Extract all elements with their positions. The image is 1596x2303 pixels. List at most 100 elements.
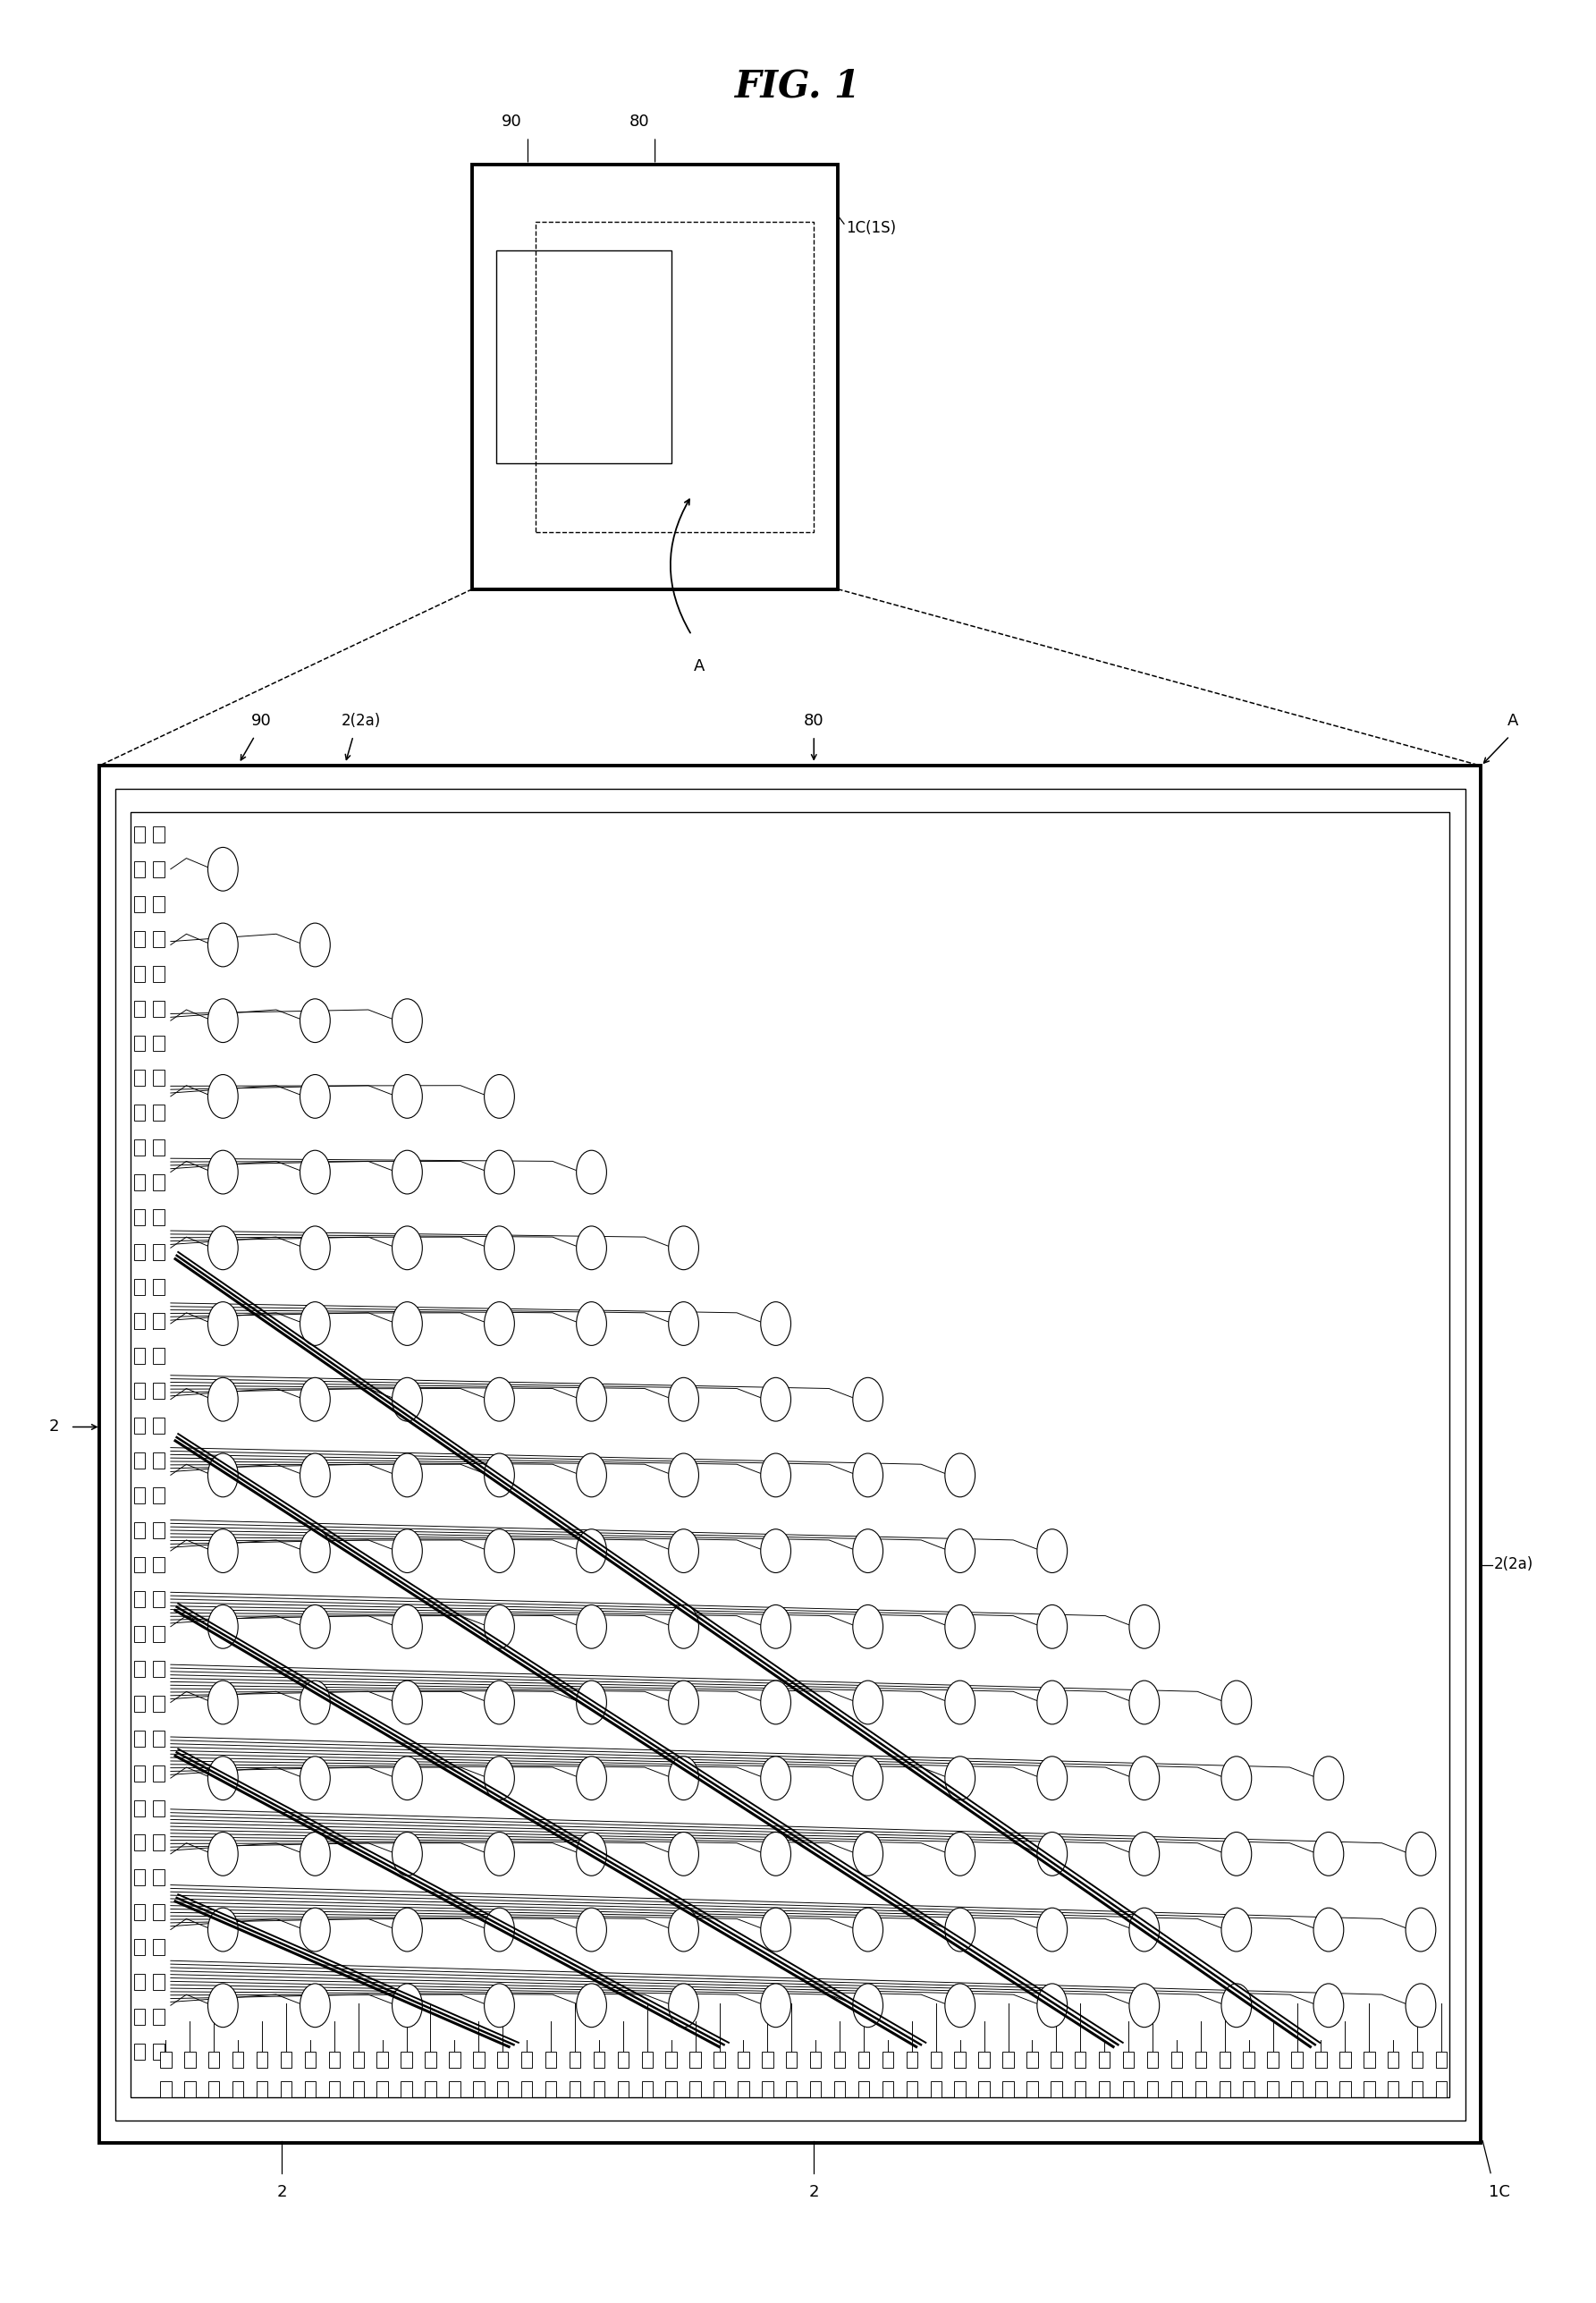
Bar	[153, 1522, 164, 1538]
Bar	[1074, 2052, 1085, 2068]
Bar	[134, 1175, 145, 1191]
Circle shape	[484, 1833, 514, 1875]
Circle shape	[852, 1605, 883, 1649]
Bar	[472, 2052, 484, 2068]
Bar	[134, 1105, 145, 1122]
Bar	[377, 2082, 388, 2098]
Bar	[153, 1870, 164, 1886]
Bar	[153, 1939, 164, 1955]
Bar	[1339, 2052, 1350, 2068]
Bar	[1243, 2052, 1254, 2068]
Circle shape	[207, 1000, 238, 1043]
Circle shape	[576, 1301, 606, 1345]
Circle shape	[300, 1983, 330, 2027]
Bar	[153, 1175, 164, 1191]
Bar	[134, 1660, 145, 1677]
Bar	[1387, 2052, 1398, 2068]
Bar	[472, 2082, 484, 2098]
Bar	[546, 2082, 557, 2098]
Bar	[883, 2082, 894, 2098]
Bar	[642, 2082, 653, 2098]
Circle shape	[576, 1681, 606, 1725]
Circle shape	[945, 1983, 975, 2027]
Bar	[153, 1764, 164, 1780]
Bar	[401, 2052, 412, 2068]
Bar	[134, 1522, 145, 1538]
Circle shape	[207, 1152, 238, 1193]
Circle shape	[484, 1076, 514, 1119]
Circle shape	[669, 1983, 699, 2027]
Circle shape	[852, 1907, 883, 1951]
Bar	[1124, 2082, 1135, 2098]
Bar	[1412, 2052, 1424, 2068]
Bar	[131, 811, 1449, 2098]
Bar	[153, 1000, 164, 1016]
Bar	[1195, 2052, 1207, 2068]
Circle shape	[393, 1907, 423, 1951]
Bar	[153, 1347, 164, 1363]
Text: 90: 90	[251, 714, 271, 730]
Bar	[1291, 2052, 1302, 2068]
Bar	[153, 1488, 164, 1504]
Circle shape	[945, 1529, 975, 1573]
Bar	[448, 2082, 460, 2098]
Circle shape	[300, 1225, 330, 1269]
Bar	[134, 1695, 145, 1711]
Bar	[448, 2052, 460, 2068]
Circle shape	[207, 1757, 238, 1801]
Circle shape	[484, 1453, 514, 1497]
Circle shape	[945, 1833, 975, 1875]
Bar	[134, 965, 145, 981]
Bar	[134, 2008, 145, 2024]
Circle shape	[1037, 1681, 1068, 1725]
Bar	[134, 1730, 145, 1746]
Bar	[134, 1870, 145, 1886]
Bar	[153, 1105, 164, 1122]
Bar	[153, 896, 164, 912]
Circle shape	[669, 1833, 699, 1875]
Text: A: A	[693, 659, 704, 675]
Bar	[737, 2052, 749, 2068]
Bar	[713, 2082, 725, 2098]
Circle shape	[1221, 1983, 1251, 2027]
Bar	[1002, 2082, 1013, 2098]
Bar	[978, 2052, 990, 2068]
Bar	[257, 2082, 268, 2098]
Circle shape	[1037, 1605, 1068, 1649]
Circle shape	[576, 1377, 606, 1421]
Circle shape	[852, 1681, 883, 1725]
Bar	[425, 2052, 436, 2068]
Bar	[153, 1591, 164, 1607]
Circle shape	[393, 1225, 423, 1269]
Bar	[1026, 2082, 1037, 2098]
Bar	[594, 2082, 605, 2098]
Bar	[1124, 2052, 1135, 2068]
Bar	[134, 1905, 145, 1921]
Circle shape	[1037, 1529, 1068, 1573]
Circle shape	[576, 1757, 606, 1801]
Circle shape	[761, 1605, 792, 1649]
Bar	[134, 1488, 145, 1504]
Circle shape	[852, 1377, 883, 1421]
Circle shape	[576, 1152, 606, 1193]
Bar	[472, 164, 838, 590]
Circle shape	[852, 1983, 883, 2027]
Circle shape	[669, 1757, 699, 1801]
Bar	[134, 1140, 145, 1156]
Bar	[153, 1974, 164, 1990]
Circle shape	[393, 1833, 423, 1875]
Circle shape	[207, 1453, 238, 1497]
Circle shape	[1130, 1681, 1159, 1725]
Bar	[153, 1419, 164, 1435]
Bar	[1002, 2052, 1013, 2068]
Bar	[153, 1835, 164, 1852]
Circle shape	[1221, 1833, 1251, 1875]
Bar	[134, 2043, 145, 2059]
Circle shape	[207, 1605, 238, 1649]
Bar	[134, 1557, 145, 1573]
Bar	[153, 1313, 164, 1329]
Circle shape	[393, 1529, 423, 1573]
Circle shape	[576, 1983, 606, 2027]
Circle shape	[393, 1757, 423, 1801]
Bar	[1412, 2082, 1424, 2098]
